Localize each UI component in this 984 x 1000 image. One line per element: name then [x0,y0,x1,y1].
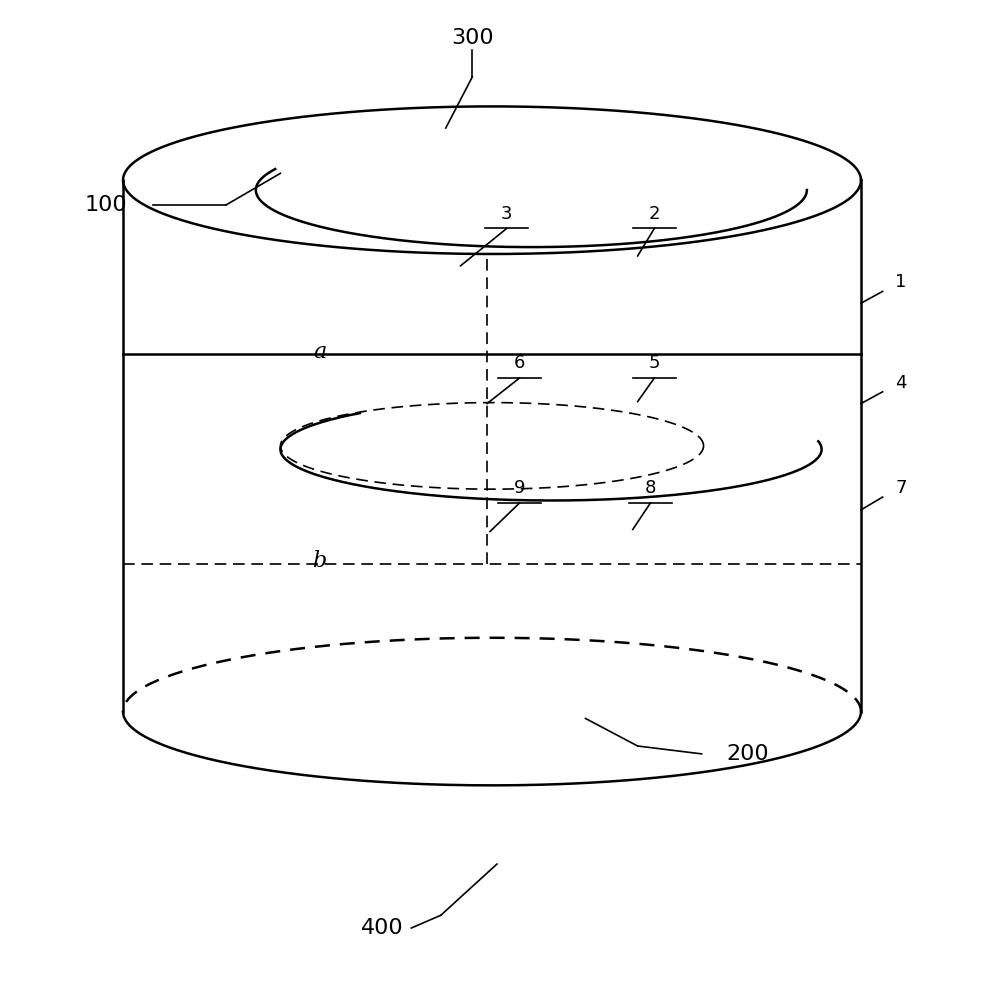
Text: 5: 5 [648,354,660,372]
Text: a: a [314,341,327,363]
Text: 2: 2 [648,205,660,223]
Text: 6: 6 [514,354,525,372]
Text: 4: 4 [895,374,907,392]
Text: b: b [313,550,327,572]
Text: 7: 7 [895,479,907,497]
Text: 400: 400 [360,918,403,938]
Text: 100: 100 [85,195,128,215]
Text: 8: 8 [645,479,656,497]
Text: 9: 9 [514,479,525,497]
Text: 3: 3 [501,205,513,223]
Text: 300: 300 [451,28,494,48]
Text: 1: 1 [895,273,907,291]
Text: 200: 200 [726,744,769,764]
